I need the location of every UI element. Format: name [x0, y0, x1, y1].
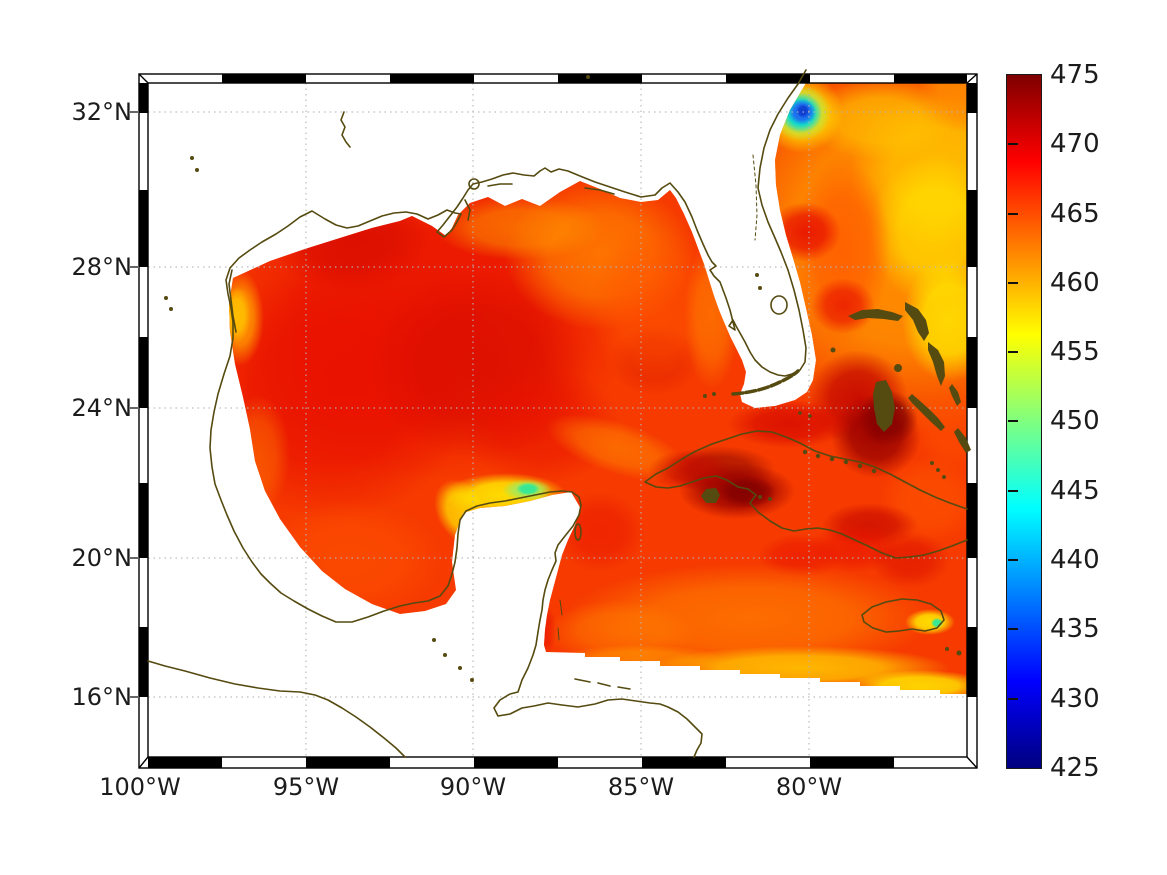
colorbar-label-455: 455 [1050, 337, 1100, 367]
cuba-coastline [644, 430, 968, 559]
grand-bahama-island [848, 309, 903, 321]
cuba-south-cay [758, 495, 762, 499]
inland-lake-dot [195, 168, 199, 172]
haiti-islet [945, 647, 949, 651]
dry-tortugas [712, 392, 716, 396]
colorbar-tick [1008, 420, 1018, 422]
cay-sal [808, 414, 812, 418]
lat-tick-label-16n: 16°N [71, 683, 133, 711]
colorbar-label-440: 440 [1050, 545, 1100, 575]
cuba-north-cay [802, 449, 808, 455]
cuba-north-cay [815, 453, 821, 459]
colorbar-tick [1008, 628, 1018, 630]
lon-tick-label-100w: 100°W [99, 773, 181, 801]
mainland-coastline [209, 69, 807, 758]
florida-keys [731, 369, 800, 396]
florida-lake-dot [758, 286, 762, 290]
colorbar-label-430: 430 [1050, 684, 1100, 714]
ragged-cay [930, 461, 934, 465]
colorbar-label-475: 475 [1050, 60, 1100, 90]
pacific-coastline [147, 660, 406, 758]
lagoon-dot [470, 678, 474, 682]
axis-tick-marks [130, 111, 139, 698]
data-field-heatmap [229, 83, 967, 694]
lake-pontchartrain [468, 178, 480, 190]
river-mouth-dot [586, 75, 590, 79]
colorbar-tick [1008, 213, 1018, 215]
florida-lake-dot [755, 273, 759, 277]
grid-lines [148, 83, 967, 757]
cuba-north-cay [871, 468, 877, 474]
colorbar-label-470: 470 [1050, 129, 1100, 159]
lake-okeechobee [770, 295, 788, 315]
ragged-cay [942, 475, 946, 479]
cat-island [949, 384, 961, 406]
dry-tortugas [703, 394, 707, 398]
haiti-islet [956, 650, 962, 656]
colorbar-tick [1008, 559, 1018, 561]
isla-juventud [701, 488, 720, 503]
lon-tick-label-95w: 95°W [272, 773, 340, 801]
andros-island [873, 380, 895, 432]
lagoon-dot [432, 638, 436, 642]
lagoon-dot [443, 653, 447, 657]
colorbar-label-445: 445 [1050, 476, 1100, 506]
inland-lake-squiggle [340, 111, 351, 148]
st-johns-river [752, 154, 758, 241]
colorbar-label-465: 465 [1050, 199, 1100, 229]
frame-corner-bevels [138, 73, 978, 769]
inland-lake-dot [164, 296, 168, 300]
abaco-island [905, 302, 929, 341]
colorbar-label-460: 460 [1050, 268, 1100, 298]
barrier-islands [228, 183, 615, 333]
new-providence-island [894, 364, 902, 372]
ragged-cay [936, 468, 940, 472]
island-fills [164, 75, 971, 682]
cozumel-island [574, 523, 582, 541]
colorbar-label-435: 435 [1050, 614, 1100, 644]
coastlines [147, 69, 968, 758]
lat-tick-label-24n: 24°N [71, 394, 133, 422]
colorbar-tick [1008, 351, 1018, 353]
lagoon-dot [458, 666, 462, 670]
lon-tick-label-90w: 90°W [439, 773, 507, 801]
inland-lake-dot [190, 156, 194, 160]
cuba-north-cay [843, 459, 849, 465]
long-island-bahamas [954, 428, 971, 453]
lat-tick-label-28n: 28°N [71, 253, 133, 281]
lon-tick-label-85w: 85°W [607, 773, 675, 801]
bimini-island [830, 347, 836, 353]
cay-sal [798, 411, 802, 415]
lat-tick-label-20n: 20°N [71, 544, 133, 572]
map-frame [130, 73, 978, 769]
colorbar-tick [1008, 698, 1018, 700]
lat-tick-label-32n: 32°N [71, 98, 133, 126]
belize-reef-cays [557, 599, 563, 641]
jamaica-coastline [861, 598, 945, 633]
exuma-chain [908, 394, 945, 431]
colorbar-tick [1008, 282, 1018, 284]
cuba-north-cay [829, 456, 835, 462]
cuba-north-cay [857, 463, 863, 469]
cuba-south-cay [768, 497, 772, 501]
colorbar-label-425: 425 [1050, 753, 1100, 783]
colorbar-tick [1008, 490, 1018, 492]
frame-borders [138, 73, 978, 769]
bay-islands-honduras [574, 678, 631, 690]
eleuthera-island [928, 342, 945, 386]
lon-tick-label-80w: 80°W [775, 773, 843, 801]
colorbar-label-450: 450 [1050, 406, 1100, 436]
colorbar-tick [1008, 143, 1018, 145]
frame-checker-black-cells [139, 74, 977, 768]
inland-lake-dot [169, 307, 173, 311]
